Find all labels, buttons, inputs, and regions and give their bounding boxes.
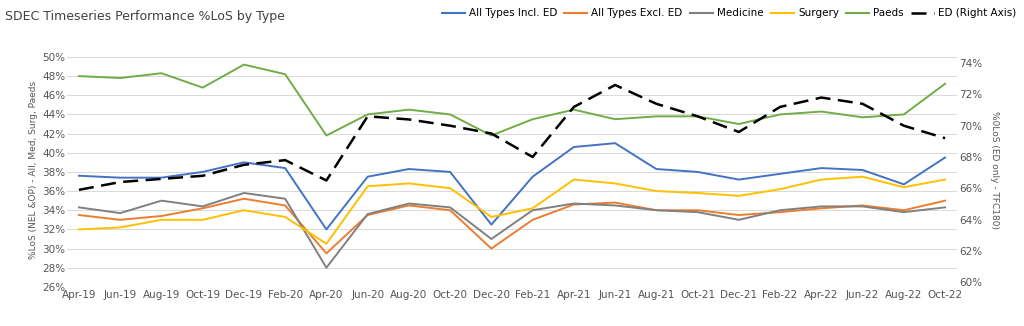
- Y-axis label: %LoS (NEL &OP) - All, Med, Surg, Paeds: %LoS (NEL &OP) - All, Med, Surg, Paeds: [29, 81, 38, 259]
- Y-axis label: %0LoS (ED only - TFC180): %0LoS (ED only - TFC180): [989, 111, 998, 229]
- Text: SDEC Timeseries Performance %LoS by Type: SDEC Timeseries Performance %LoS by Type: [5, 10, 285, 23]
- Legend: All Types Incl. ED, All Types Excl. ED, Medicine, Surgery, Paeds, ED (Right Axis: All Types Incl. ED, All Types Excl. ED, …: [441, 8, 1017, 19]
